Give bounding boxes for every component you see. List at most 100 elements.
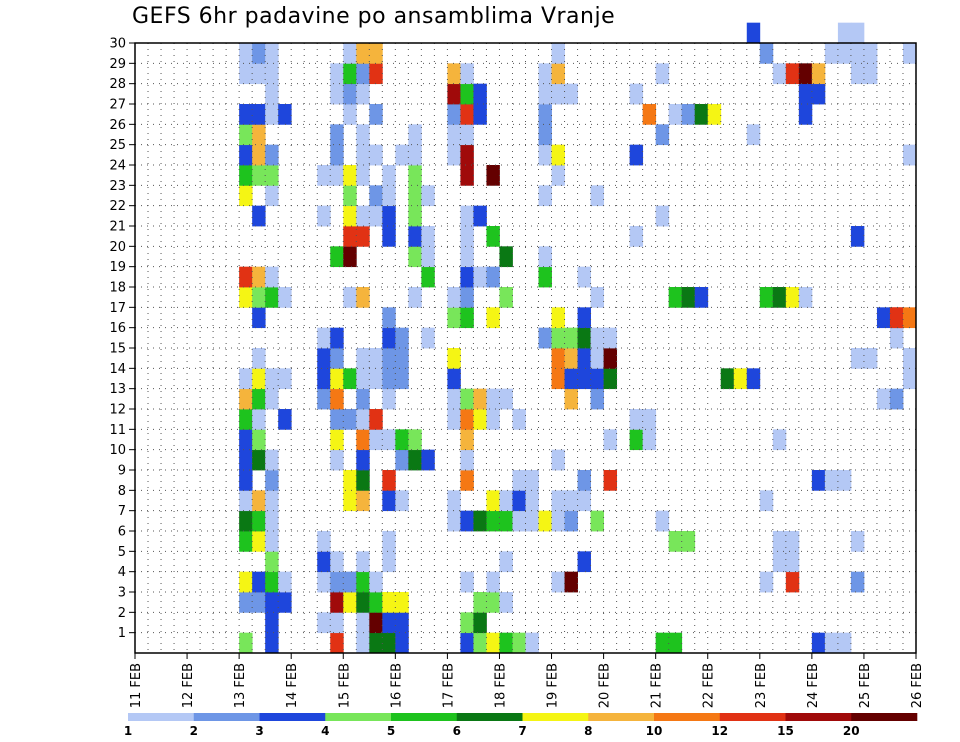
y-tick-label: 20 <box>109 240 126 255</box>
heatmap-cell <box>746 368 761 390</box>
heatmap-cell <box>369 612 383 634</box>
heatmap-cell <box>551 307 565 329</box>
heatmap-cell <box>551 144 565 166</box>
heatmap-cell <box>577 490 591 512</box>
heatmap-cell <box>343 185 357 207</box>
heatmap-cell <box>460 470 474 491</box>
heatmap-cell <box>356 368 370 390</box>
y-tick-label: 13 <box>109 382 126 397</box>
heatmap-cell <box>343 246 357 268</box>
heatmap-cell <box>551 327 565 349</box>
heatmap-cell <box>265 266 279 288</box>
heatmap-cell <box>343 205 357 227</box>
heatmap-cell <box>837 470 852 491</box>
heatmap-cell <box>785 571 800 593</box>
heatmap-cell <box>590 368 604 390</box>
heatmap-cell <box>317 531 331 552</box>
heatmap-cell <box>369 104 383 125</box>
heatmap-cell <box>382 165 396 186</box>
heatmap-cell <box>876 307 891 329</box>
heatmap-cell <box>473 388 487 410</box>
heatmap-cell <box>239 165 253 186</box>
heatmap-cell <box>902 43 917 64</box>
heatmap-cell <box>356 144 370 166</box>
heatmap-cell <box>733 368 748 390</box>
legend-swatch <box>588 713 655 721</box>
y-tick-label: 15 <box>109 342 126 357</box>
heatmap-cell <box>408 124 422 146</box>
x-tick-label: 20 FEB <box>598 663 613 708</box>
heatmap-cell <box>824 632 839 654</box>
heatmap-cell <box>356 348 370 369</box>
heatmap-cell <box>499 388 513 410</box>
heatmap-cell <box>460 510 474 532</box>
legend-label: 8 <box>584 724 592 738</box>
heatmap-cell <box>577 266 591 288</box>
heatmap-cell <box>564 510 578 532</box>
heatmap-cell <box>421 246 435 268</box>
heatmap-cell <box>746 124 761 146</box>
heatmap-cell <box>668 287 683 308</box>
legend-label: 3 <box>255 724 263 738</box>
heatmap-cell <box>889 307 904 329</box>
heatmap-cell <box>278 368 292 390</box>
heatmap-cell <box>356 287 370 308</box>
heatmap-cell <box>239 571 253 593</box>
heatmap-cell <box>239 388 253 410</box>
heatmap-cell <box>551 368 565 390</box>
y-tick-label: 25 <box>109 138 126 153</box>
heatmap-cell <box>317 551 331 573</box>
legend: 1 2 3 4 5 6 7 8 10 12 15 20 <box>124 713 918 738</box>
heatmap-cell <box>265 551 279 573</box>
legend-swatch <box>522 713 589 721</box>
legend-swatch <box>193 713 260 721</box>
heatmap-cell <box>798 83 813 105</box>
heatmap-cell <box>395 368 409 390</box>
heatmap-cell <box>590 327 604 349</box>
heatmap-cell <box>330 551 344 573</box>
heatmap-cell <box>447 490 461 512</box>
heatmap-cell <box>408 144 422 166</box>
x-tick-label: 14 FEB <box>285 663 300 708</box>
heatmap-cell <box>655 63 670 85</box>
heatmap-cell <box>239 409 253 430</box>
heatmap-cell <box>265 144 279 166</box>
heatmap-cell <box>382 185 396 207</box>
heatmap-cell <box>330 327 344 349</box>
heatmap-cell <box>343 226 357 247</box>
heatmap-cell <box>577 551 591 573</box>
legend-swatch <box>851 713 918 721</box>
y-tick-label: 11 <box>109 423 126 438</box>
heatmap-cell <box>681 104 696 125</box>
heatmap-cell <box>408 205 422 227</box>
heatmap-cell <box>473 83 487 105</box>
heatmap-cell <box>486 307 500 329</box>
heatmap-cell <box>382 388 396 410</box>
heatmap-cell <box>369 429 383 451</box>
heatmap-cell <box>330 368 344 390</box>
x-tick-label: 17 FEB <box>441 663 456 708</box>
heatmap-cell <box>278 287 292 308</box>
heatmap-cell <box>252 592 266 613</box>
legend-swatch <box>785 713 852 721</box>
heatmap-cell <box>551 348 565 369</box>
heatmap-cell <box>356 632 370 654</box>
heatmap-cell <box>395 632 409 654</box>
heatmap-cell <box>486 571 500 593</box>
heatmap-cell <box>824 470 839 491</box>
heatmap-cell <box>265 612 279 634</box>
heatmap-cell <box>525 632 539 654</box>
heatmap-cell <box>460 632 474 654</box>
heatmap-cell <box>330 612 344 634</box>
heatmap-cell <box>330 449 344 471</box>
heatmap-cell <box>265 43 279 64</box>
heatmap-cell <box>408 287 422 308</box>
x-tick-label: 18 FEB <box>494 663 509 708</box>
heatmap-cell <box>369 368 383 390</box>
heatmap-cell <box>473 612 487 634</box>
heatmap-cell <box>252 348 266 369</box>
heatmap-cell <box>421 266 435 288</box>
heatmap-cell <box>369 185 383 207</box>
legend-label: 10 <box>646 724 663 738</box>
x-tick-label: 26 FEB <box>910 663 925 708</box>
